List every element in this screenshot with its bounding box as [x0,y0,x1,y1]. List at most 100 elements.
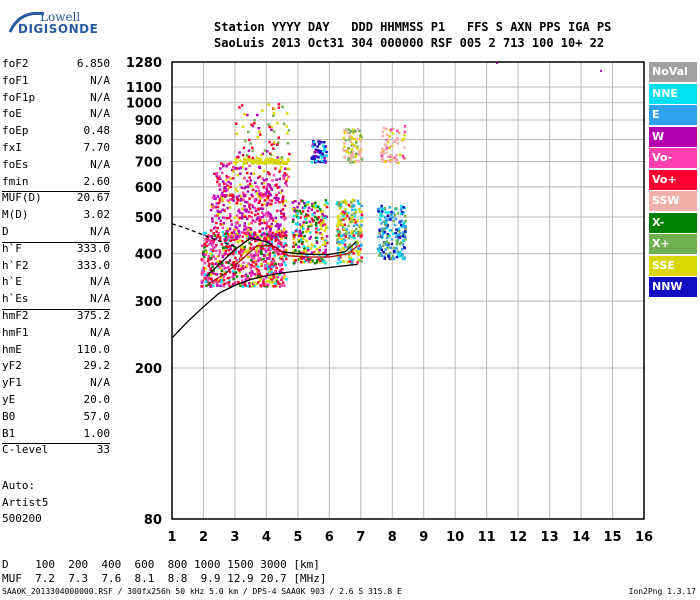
echo-point [382,231,385,235]
echo-point [232,199,235,202]
echo-point [275,196,278,200]
param-label: h`Es [2,292,29,306]
echo-point [266,202,270,205]
echo-point [343,131,346,135]
echo-point [269,247,272,251]
echo-point [299,232,303,235]
echo-point [280,237,283,241]
param-label: h`F [2,241,22,255]
echo-point [202,269,205,273]
echo-point [400,204,403,208]
echo-point [206,278,209,281]
echo-point [280,189,284,192]
echo-point [242,146,246,150]
echo-point [274,201,277,204]
echo-point [252,265,256,268]
echo-point [234,225,237,229]
echo-point [395,153,398,157]
echo-point [267,123,270,126]
echo-point [271,272,275,275]
echo-point [383,143,387,146]
echo-point [205,240,208,244]
echo-point [320,233,324,236]
echo-point [255,267,258,271]
echo-point [222,203,225,207]
echo-point [317,140,320,143]
echo-point [276,222,279,226]
x-tick-label: 16 [635,530,653,545]
echo-point [276,156,279,159]
trace-curve-profile [171,263,358,339]
echo-point [388,251,392,255]
echo-point [351,232,354,235]
echo-point [356,147,359,150]
echo-point [216,195,220,198]
echo-point [341,223,344,227]
echo-point [308,237,312,240]
echo-point [382,152,385,155]
echo-point [298,209,301,213]
echo-point [234,187,237,191]
echo-point [279,191,283,194]
param-row: M(D) 3.02 [2,207,112,224]
echo-point [336,241,340,244]
param-row: hmF2 375.2 [2,308,112,325]
echo-point [243,205,246,208]
echo-point [335,234,339,237]
param-value: 29.2 [83,359,111,373]
muf-table: D 100 200 400 600 800 1000 1500 3000 [km… [2,558,327,586]
echo-point [242,198,245,202]
echo-point [300,257,303,260]
echo-point [231,168,234,172]
echo-point [227,249,231,252]
echo-point [287,159,290,163]
echo-point [270,259,274,262]
echo-point [259,207,263,210]
echo-point [225,165,228,168]
echo-point [222,278,226,282]
echo-point [238,234,241,237]
echo-point [268,199,271,202]
echo-point [381,227,384,230]
echo-point [360,224,363,227]
echo-point [273,161,277,165]
param-row: foEp 0.48 [2,123,112,140]
echo-point [278,191,281,194]
echo-point [278,273,281,276]
echo-point [338,236,341,240]
echo-point [251,203,254,207]
echo-point [227,180,230,184]
echo-point [325,227,328,230]
echo-point [257,194,260,197]
echo-point [304,260,307,263]
param-row: C-level 33 [2,442,112,459]
echo-point [345,232,348,235]
echo-point [381,208,384,211]
echo-point [221,226,224,230]
echo-point [246,275,249,278]
echo-point [391,216,395,219]
echo-point [286,167,289,171]
echo-point [256,162,259,165]
logo-swoosh-icon [8,11,45,33]
echo-point [279,223,282,226]
echo-point [381,236,384,239]
echo-point [320,210,323,213]
param-separator [2,443,110,445]
echo-point [259,284,262,287]
param-row: B0 57.0 [2,409,112,426]
echo-point [382,160,385,163]
echo-point [338,220,341,224]
echo-point [351,258,355,261]
echo-point [260,221,263,225]
echo-point [255,253,258,256]
x-tick-label: 6 [325,530,334,545]
echo-point [338,207,342,210]
echo-point [268,185,272,188]
footer-distance-row: D 100 200 400 600 800 1000 1500 3000 [km… [2,558,320,571]
echo-point [219,219,223,223]
echo-point [392,232,395,235]
echo-point [260,154,263,157]
echo-point [359,227,362,230]
echo-point [209,252,213,256]
